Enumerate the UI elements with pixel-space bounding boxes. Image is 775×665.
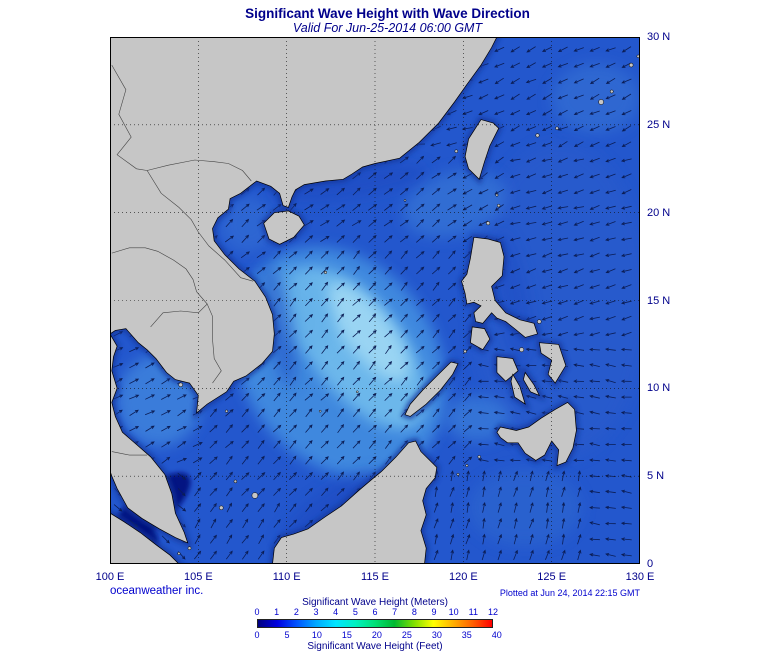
legend-feet-label: Significant Wave Height (Feet): [307, 641, 443, 652]
meters-tick: 8: [411, 607, 417, 617]
feet-tick: 5: [284, 630, 290, 640]
meters-tick: 7: [392, 607, 398, 617]
lon-tick-label: 125 E: [537, 571, 567, 583]
lon-tick-label: 105 E: [183, 571, 213, 583]
plotted-timestamp: Plotted at Jun 24, 2014 22:15 GMT: [499, 588, 640, 598]
lon-tick-label: 120 E: [448, 571, 478, 583]
feet-tick: 20: [371, 630, 382, 640]
meters-tick: 4: [333, 607, 339, 617]
map-area: 100 E 105 E 110 E 115 E 120 E 125 E 130 E 30 N…: [96, 31, 671, 583]
colorbar: [257, 619, 493, 628]
meters-tick: 1: [274, 607, 280, 617]
meters-tick: 9: [431, 607, 437, 617]
feet-tick: 15: [341, 630, 352, 640]
meters-tick: 11: [468, 607, 478, 617]
feet-tick: 40: [491, 630, 502, 640]
meters-tick: 10: [448, 607, 459, 617]
lat-tick-label: 30 N: [647, 31, 671, 43]
wave-map-canvas: [110, 37, 640, 564]
lon-tick-label: 110 E: [272, 571, 301, 583]
meters-tick: 2: [293, 607, 299, 617]
valid-time-subtitle: Valid For Jun-25-2014 06:00 GMT: [292, 21, 483, 35]
lon-tick-label: 130 E: [625, 571, 655, 583]
lon-tick-label: 115 E: [361, 571, 389, 583]
feet-tick: 30: [431, 630, 442, 640]
meters-tick: 12: [487, 607, 499, 617]
feet-tick: 0: [254, 630, 260, 640]
page-title: Significant Wave Height with Wave Direct…: [245, 6, 530, 21]
meters-tick: 3: [313, 607, 319, 617]
oceanweather-credit: oceanweather inc.: [110, 585, 204, 597]
lat-tick-label: 15 N: [647, 294, 671, 307]
lat-tick-label: 5 N: [647, 470, 665, 483]
lat-tick-label: 25 N: [647, 118, 671, 131]
meters-tick: 5: [352, 607, 358, 617]
lat-tick-label: 0: [647, 558, 654, 570]
feet-tick: 25: [401, 630, 412, 640]
feet-tick: 35: [461, 630, 472, 640]
meters-tick: 0: [254, 607, 260, 617]
legend-meters-label: Significant Wave Height (Meters): [302, 597, 448, 608]
feet-tick: 10: [311, 630, 322, 640]
meters-tick: 6: [372, 607, 378, 617]
lon-tick-label: 100 E: [95, 571, 125, 583]
lat-tick-label: 10 N: [647, 382, 671, 395]
lat-tick-label: 20 N: [647, 206, 671, 219]
